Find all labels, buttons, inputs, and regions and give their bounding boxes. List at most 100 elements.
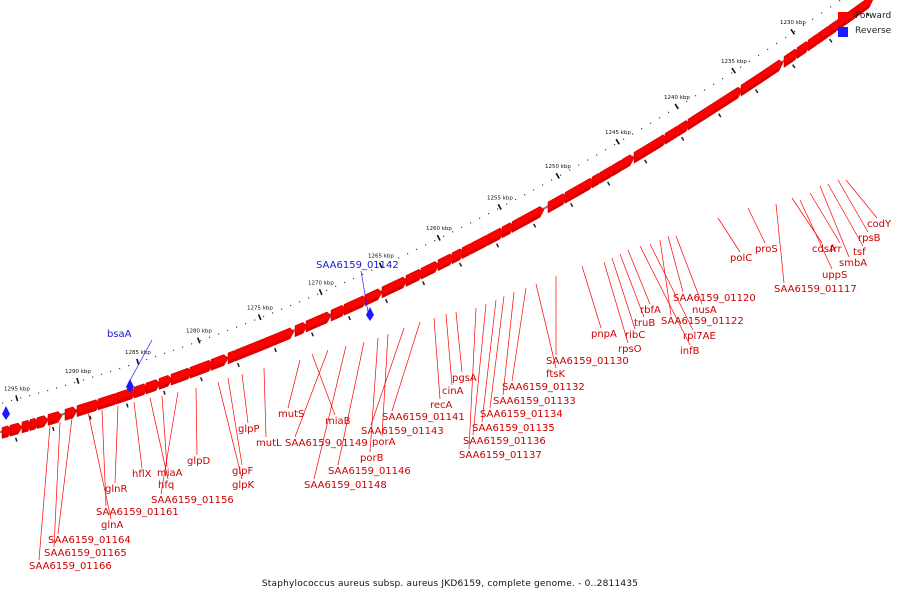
- forward-gene-shade: [599, 174, 612, 183]
- forward-gene-label: glpK: [232, 480, 254, 491]
- forward-gene-shade: [851, 5, 870, 20]
- ruler-dot: [65, 384, 67, 386]
- reverse-gene-arrow: [366, 307, 374, 321]
- ruler-dot: [596, 154, 598, 156]
- forward-gene-label: SAA6159_01120: [673, 293, 756, 304]
- forward-gene-label: nusA: [692, 305, 717, 316]
- forward-gene-leader: [195, 387, 198, 456]
- ruler-dot: [200, 340, 202, 342]
- forward-gene-label: glnR: [105, 484, 127, 495]
- forward-gene-leader: [627, 249, 651, 305]
- ruler-tick: [497, 203, 502, 210]
- forward-gene-shade: [461, 251, 471, 258]
- ruler-dot: [497, 208, 499, 210]
- forward-gene-shade: [783, 57, 796, 67]
- forward-gene-label: SAA6159_01130: [546, 356, 629, 367]
- forward-gene-shade: [97, 401, 116, 409]
- reverse-gene-arrow: [2, 406, 10, 420]
- ruler-tick-label: 1290 kbp: [65, 369, 91, 375]
- forward-gene-leader: [717, 217, 741, 253]
- ruler-dot: [317, 293, 319, 295]
- forward-gene-leader: [161, 395, 168, 468]
- ruler-dot: [398, 257, 400, 259]
- ruler-tick: [378, 262, 383, 269]
- forward-gene-shade: [807, 42, 818, 50]
- forward-gene-leader: [649, 243, 694, 331]
- ruler-dot: [488, 213, 490, 215]
- ruler-dot: [731, 72, 733, 74]
- backbone-tick: [199, 377, 203, 382]
- ruler-dot: [767, 48, 769, 51]
- forward-gene-label: SAA6159_01156: [151, 495, 234, 506]
- ruler-dot: [515, 198, 517, 201]
- ruler-dot: [335, 285, 337, 288]
- forward-gene-shade: [564, 186, 591, 203]
- ruler-tick-label: 1235 kbp: [721, 59, 747, 65]
- ruler-dot: [344, 281, 346, 284]
- ruler-tick-label: 1245 kbp: [605, 130, 631, 136]
- forward-gene-label: SAA6159_01161: [96, 507, 179, 518]
- forward-gene-leader: [337, 341, 365, 466]
- forward-gene-leader: [747, 207, 766, 244]
- forward-gene-leader: [489, 295, 505, 409]
- ruler-dot: [272, 312, 274, 314]
- forward-gene-label: SAA6159_01143: [361, 426, 444, 437]
- forward-gene-leader: [809, 192, 841, 244]
- ruler-dot: [632, 133, 634, 135]
- forward-gene-leader: [101, 409, 107, 507]
- backbone-tick: [717, 113, 722, 118]
- forward-gene-shade: [210, 362, 225, 370]
- forward-gene-leader: [313, 345, 347, 480]
- genome-backbone: [0, 0, 873, 442]
- forward-gene-leader: [160, 391, 179, 495]
- forward-gene-leader: [433, 317, 441, 400]
- forward-gene-label: SAA6159_01164: [48, 535, 131, 546]
- forward-gene-leader: [845, 179, 878, 219]
- forward-gene-shade: [591, 181, 600, 187]
- ruler-dot: [668, 111, 670, 113]
- ruler-dot: [470, 222, 472, 224]
- forward-gene-label: SAA6159_01117: [774, 284, 857, 295]
- backbone-tick: [89, 415, 92, 420]
- ruler-dot: [191, 343, 193, 345]
- ruler-tick-label: 1230 kbp: [780, 20, 806, 26]
- forward-gene-label: mutL: [256, 438, 282, 449]
- forward-gene-label: infB: [680, 346, 700, 357]
- forward-gene-shade: [633, 147, 656, 163]
- forward-gene-label: SAA6159_01122: [661, 316, 744, 327]
- ruler-dot: [560, 174, 562, 176]
- ruler-tick: [731, 67, 736, 74]
- ruler-dot: [254, 319, 256, 321]
- ruler-dot: [74, 381, 76, 384]
- ruler-dot: [776, 42, 778, 45]
- ruler-dot: [479, 217, 481, 219]
- forward-gene-label: codY: [867, 219, 892, 230]
- forward-gene-label: pgsA: [452, 373, 477, 384]
- forward-gene-leader: [114, 405, 119, 484]
- forward-gene-shade: [21, 428, 29, 432]
- forward-gene-leader: [581, 265, 602, 329]
- forward-gene-leader: [827, 183, 864, 247]
- ruler-dot: [182, 346, 184, 348]
- backbone-tick: [15, 437, 18, 442]
- forward-gene-leader: [639, 245, 691, 346]
- forward-gene-shade: [687, 95, 739, 130]
- forward-gene-label: SAA6159_01134: [480, 409, 563, 420]
- forward-gene-label: rpsB: [858, 233, 881, 244]
- forward-gene-leader: [370, 327, 405, 426]
- reverse-gene-leader: [127, 339, 153, 385]
- forward-gene-leader: [57, 417, 73, 535]
- forward-gene-shade: [621, 162, 631, 170]
- ruler-tick: [318, 288, 323, 296]
- ruler-tick-label: 1295 kbp: [4, 387, 30, 393]
- forward-gene-shade: [330, 313, 343, 321]
- forward-gene-label: glnA: [101, 520, 123, 531]
- forward-gene-leader: [837, 179, 869, 233]
- ruler-dot: [227, 329, 229, 332]
- forward-gene-label: tsf: [853, 247, 866, 258]
- ruler-dot: [290, 304, 292, 307]
- forward-gene-label: glpP: [238, 424, 260, 435]
- forward-gene-shade: [381, 285, 404, 297]
- forward-gene-label: rpl7AE: [683, 331, 716, 342]
